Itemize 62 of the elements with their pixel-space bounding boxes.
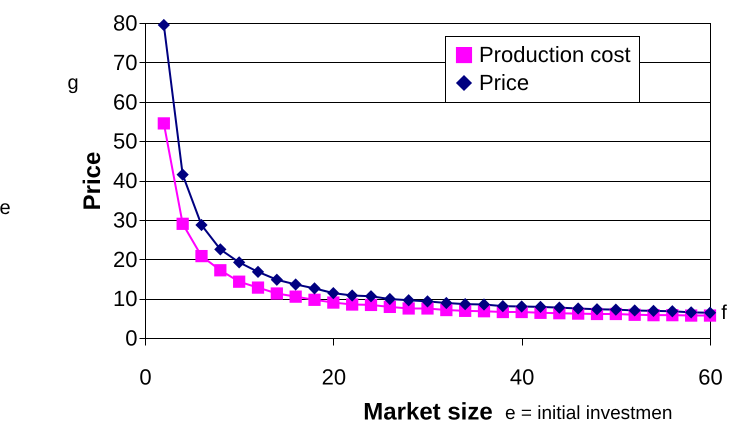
y-tick-label: 30 xyxy=(113,207,138,232)
y-axis-title: Price xyxy=(79,152,106,210)
point xyxy=(195,218,208,232)
point xyxy=(270,287,283,300)
y-tick-label: 0 xyxy=(125,326,138,350)
text: e xyxy=(0,197,11,219)
point xyxy=(685,306,698,319)
point xyxy=(176,168,189,181)
point xyxy=(610,304,622,316)
point xyxy=(195,250,208,262)
point xyxy=(572,302,584,315)
point xyxy=(478,298,490,311)
point xyxy=(440,296,452,310)
point xyxy=(647,304,660,317)
point xyxy=(214,243,226,256)
x-tick-label: 60 xyxy=(698,364,723,390)
x-axis-title: Market size xyxy=(363,398,493,426)
x-tick-label: 40 xyxy=(510,364,534,390)
y-tick-label: 60 xyxy=(113,89,138,114)
y-tick-label: 70 xyxy=(113,50,138,75)
x-tick-label: 20 xyxy=(322,364,346,390)
point xyxy=(270,274,283,286)
point xyxy=(402,294,415,306)
point xyxy=(308,294,321,306)
point xyxy=(553,302,566,314)
point xyxy=(364,290,378,302)
point xyxy=(176,218,189,230)
point xyxy=(402,302,415,315)
point xyxy=(233,256,246,269)
point xyxy=(290,278,302,291)
point xyxy=(327,296,340,309)
point xyxy=(534,300,547,314)
point xyxy=(459,298,472,310)
legend-label: Production cost xyxy=(479,42,631,67)
point xyxy=(421,295,434,308)
point xyxy=(290,290,302,303)
point xyxy=(590,303,604,316)
y-tick-label: 50 xyxy=(113,128,138,154)
point xyxy=(158,18,170,32)
y-tick-label: 40 xyxy=(113,168,138,193)
text: g xyxy=(67,72,79,94)
text: f xyxy=(721,302,728,324)
point xyxy=(308,282,321,295)
point xyxy=(704,306,716,319)
point xyxy=(628,304,641,317)
point xyxy=(346,289,358,302)
point xyxy=(346,298,358,311)
point xyxy=(327,286,340,300)
y-tick-label: 10 xyxy=(113,286,138,312)
point xyxy=(214,264,226,276)
y-tick-label: 20 xyxy=(113,246,138,272)
text: e = initial investmen xyxy=(505,403,672,424)
y-tick-label: 80 xyxy=(113,10,138,36)
point xyxy=(496,300,509,312)
point xyxy=(666,305,678,318)
point xyxy=(158,117,170,130)
point xyxy=(516,300,528,313)
point xyxy=(252,281,264,294)
point xyxy=(252,266,264,278)
legend-label: Price xyxy=(479,70,530,95)
point xyxy=(384,292,396,306)
point xyxy=(233,276,246,288)
